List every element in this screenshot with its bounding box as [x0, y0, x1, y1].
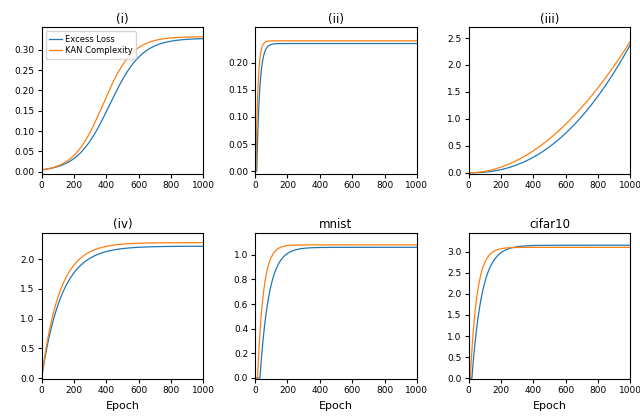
- Title: (iv): (iv): [113, 218, 132, 231]
- X-axis label: Epoch: Epoch: [532, 401, 566, 411]
- Title: (i): (i): [116, 13, 129, 26]
- X-axis label: Epoch: Epoch: [319, 401, 353, 411]
- Title: mnist: mnist: [319, 218, 353, 231]
- Legend: Excess Loss, KAN Complexity: Excess Loss, KAN Complexity: [46, 31, 136, 59]
- Title: (iii): (iii): [540, 13, 559, 26]
- X-axis label: Epoch: Epoch: [106, 401, 140, 411]
- Title: cifar10: cifar10: [529, 218, 570, 231]
- Title: (ii): (ii): [328, 13, 344, 26]
